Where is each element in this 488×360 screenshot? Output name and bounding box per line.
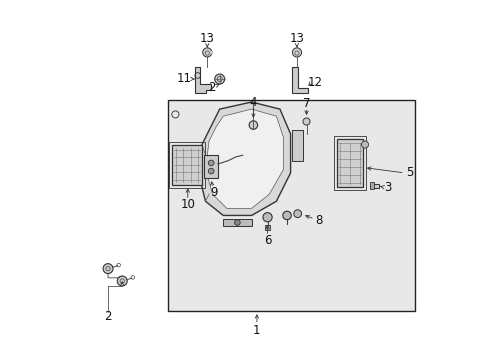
Polygon shape: [205, 109, 283, 208]
Bar: [336, 139, 363, 187]
Bar: [203, 51, 211, 54]
Text: 5: 5: [405, 166, 412, 179]
Text: 8: 8: [315, 214, 322, 227]
Circle shape: [248, 121, 257, 129]
Text: 10: 10: [180, 198, 195, 211]
Text: 9: 9: [210, 186, 218, 199]
Circle shape: [292, 48, 301, 57]
Circle shape: [361, 141, 368, 148]
Text: 12: 12: [307, 76, 322, 89]
Circle shape: [282, 211, 291, 220]
Circle shape: [208, 160, 214, 166]
Text: 4: 4: [249, 95, 257, 108]
Circle shape: [214, 74, 224, 84]
Bar: [369, 182, 373, 189]
Text: 1: 1: [253, 324, 260, 337]
Bar: [293, 51, 301, 54]
Polygon shape: [223, 219, 251, 226]
Bar: [169, 142, 204, 188]
Text: 3: 3: [384, 181, 391, 194]
Text: 2: 2: [104, 310, 112, 323]
Bar: [292, 130, 303, 161]
Text: 2: 2: [208, 81, 215, 94]
Polygon shape: [195, 67, 210, 93]
Circle shape: [263, 213, 272, 222]
Text: 13: 13: [200, 32, 214, 45]
Bar: [171, 145, 202, 185]
Text: 11: 11: [176, 72, 191, 85]
Circle shape: [234, 220, 240, 225]
Circle shape: [303, 118, 309, 125]
Bar: [264, 225, 270, 230]
Bar: [168, 100, 414, 311]
Bar: [369, 184, 378, 188]
Circle shape: [117, 276, 127, 286]
Polygon shape: [198, 102, 290, 215]
Bar: [204, 155, 218, 178]
Circle shape: [208, 168, 214, 174]
Text: 7: 7: [302, 97, 310, 110]
Circle shape: [202, 48, 211, 57]
Circle shape: [293, 210, 301, 217]
Circle shape: [103, 264, 113, 274]
Text: 13: 13: [289, 32, 304, 45]
Bar: [333, 136, 365, 190]
Polygon shape: [292, 67, 307, 93]
Text: 6: 6: [263, 234, 271, 247]
